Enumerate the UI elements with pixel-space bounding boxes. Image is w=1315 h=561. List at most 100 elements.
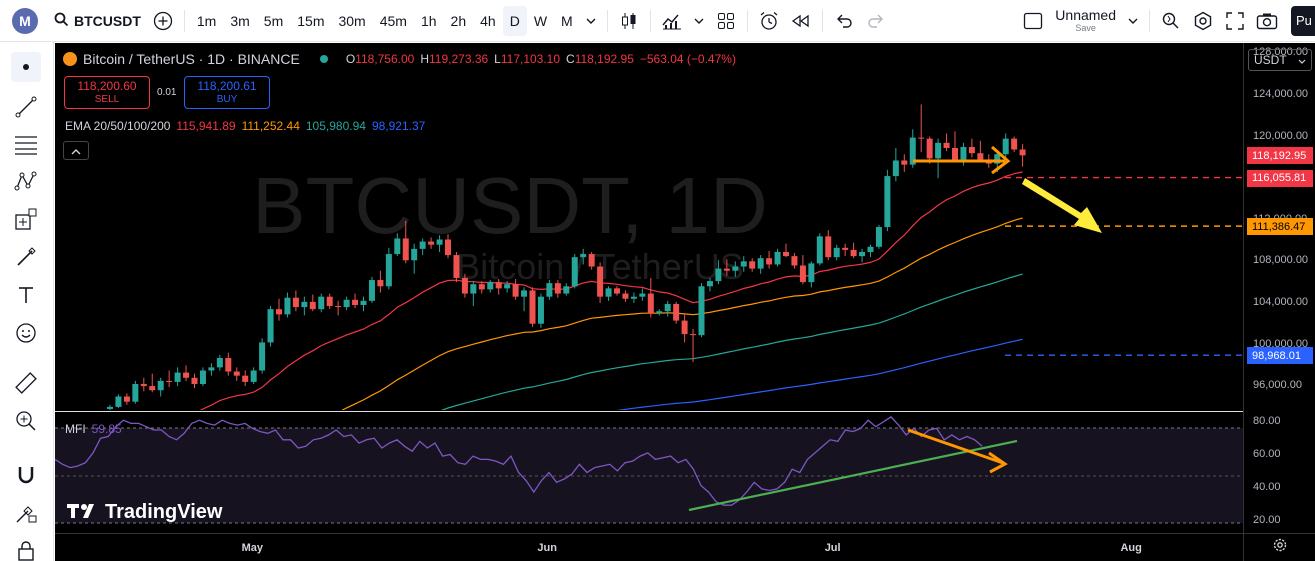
candle-body bbox=[343, 299, 350, 308]
fullscreen-icon[interactable] bbox=[1219, 0, 1251, 42]
mfi-chart[interactable] bbox=[54, 412, 1243, 533]
interval-5m[interactable]: 5m bbox=[263, 12, 284, 29]
candle-body bbox=[385, 254, 392, 287]
axis-settings-button[interactable] bbox=[1243, 533, 1315, 561]
buy-button[interactable]: 118,200.61 BUY bbox=[184, 76, 270, 109]
ruler-icon[interactable] bbox=[11, 368, 41, 398]
candle-body bbox=[614, 288, 620, 294]
templates-icon[interactable] bbox=[710, 0, 742, 42]
brush-icon[interactable] bbox=[11, 242, 41, 272]
layout-icon[interactable] bbox=[1017, 0, 1049, 42]
candle-body bbox=[360, 300, 367, 305]
redo-icon[interactable] bbox=[860, 0, 892, 42]
mfi-arrow-head[interactable] bbox=[988, 451, 1008, 474]
chevron-down-icon[interactable] bbox=[580, 0, 602, 42]
candle-body bbox=[588, 254, 595, 267]
down-arrow[interactable] bbox=[1022, 178, 1102, 233]
candle-body bbox=[875, 227, 882, 247]
publish-button[interactable]: Pu bbox=[1291, 5, 1315, 36]
currency-select[interactable]: USDT bbox=[1248, 49, 1312, 71]
interval-15m[interactable]: 15m bbox=[297, 12, 325, 29]
trendline-icon[interactable] bbox=[11, 92, 41, 122]
candle-body bbox=[140, 384, 147, 387]
candle-body bbox=[504, 284, 511, 289]
add-symbol-icon[interactable] bbox=[147, 0, 179, 42]
candle-body bbox=[233, 371, 240, 376]
candle-body bbox=[352, 299, 359, 305]
candle-body bbox=[377, 280, 384, 287]
replay-icon[interactable] bbox=[785, 0, 817, 42]
candle-body bbox=[706, 281, 713, 287]
price-axis[interactable]: 128,000.00124,000.00120,000.00116,000.00… bbox=[1243, 43, 1315, 533]
candle-body bbox=[250, 370, 257, 382]
candle-body bbox=[757, 258, 764, 269]
interval-30m[interactable]: 30m bbox=[338, 12, 366, 29]
quick-search-icon[interactable] bbox=[1155, 0, 1187, 42]
price-pane[interactable]: BTCUSDT, 1D Bitcoin / TetherUS Bitcoin /… bbox=[55, 43, 1243, 548]
time-tick-label: Aug bbox=[1120, 542, 1142, 554]
price-chart[interactable]: BTCUSDT, 1D Bitcoin / TetherUS bbox=[55, 43, 1243, 548]
settings-icon[interactable] bbox=[1187, 0, 1219, 42]
candle-body bbox=[335, 306, 342, 308]
indicators-icon[interactable] bbox=[656, 0, 688, 42]
candles-icon[interactable] bbox=[613, 0, 645, 42]
candle-body bbox=[859, 251, 866, 257]
interval-m[interactable]: M bbox=[561, 12, 573, 29]
interval-3m[interactable]: 3m bbox=[230, 12, 250, 29]
emoji-icon[interactable] bbox=[11, 318, 41, 348]
mfi-pane[interactable]: MFI 59.85 TradingView bbox=[54, 411, 1243, 533]
interval-1m[interactable]: 1m bbox=[196, 12, 217, 29]
divider bbox=[183, 9, 185, 32]
user-avatar[interactable]: M bbox=[12, 7, 38, 34]
symbol-search-button[interactable]: BTCUSDT bbox=[48, 0, 147, 42]
interval-4h[interactable]: 4h bbox=[480, 12, 496, 29]
ema50-value: 111,252.44 bbox=[241, 119, 300, 133]
chart-area[interactable]: BTCUSDT, 1D Bitcoin / TetherUS Bitcoin /… bbox=[54, 43, 1243, 548]
crosshair-icon[interactable] bbox=[11, 52, 41, 82]
mfi-trendline[interactable] bbox=[688, 439, 1018, 512]
zoom-icon[interactable] bbox=[11, 406, 41, 436]
ema200-value: 98,921.37 bbox=[371, 119, 426, 133]
candle-body bbox=[935, 142, 942, 159]
lock-drawing-icon[interactable] bbox=[11, 498, 41, 528]
candle-body bbox=[580, 254, 587, 258]
lock-icon[interactable] bbox=[11, 536, 41, 561]
price-tag: 118,192.95 bbox=[1247, 147, 1313, 165]
candle-body bbox=[715, 268, 722, 282]
resistance-arrow-head[interactable] bbox=[991, 145, 1011, 175]
time-axis[interactable]: May Jun Jul Aug bbox=[55, 533, 1243, 561]
horizontal-levels[interactable] bbox=[1005, 176, 1243, 356]
mfi-divergence-arrow[interactable] bbox=[907, 428, 1004, 465]
fib-icon[interactable] bbox=[11, 130, 41, 160]
interval-1h[interactable]: 1h bbox=[420, 12, 437, 29]
candle-body bbox=[563, 286, 570, 294]
interval-45m[interactable]: 45m bbox=[379, 12, 407, 29]
collapse-legend-button[interactable] bbox=[63, 141, 89, 160]
undo-icon[interactable] bbox=[828, 0, 860, 42]
candle-body bbox=[521, 290, 528, 297]
magnet-icon[interactable] bbox=[11, 460, 41, 490]
high-value: 119,273.36 bbox=[429, 52, 489, 66]
tv-logo-icon bbox=[67, 501, 99, 524]
layout-name-button[interactable]: Unnamed Save bbox=[1049, 0, 1122, 42]
price-tick-label: 104,000.00 bbox=[1253, 295, 1309, 308]
user-drawings[interactable] bbox=[913, 145, 1102, 233]
market-open-icon bbox=[319, 55, 328, 63]
candle-body bbox=[1019, 149, 1026, 156]
interval-w[interactable]: W bbox=[533, 12, 548, 29]
sell-button[interactable]: 118,200.60 SELL bbox=[64, 76, 150, 109]
divider bbox=[606, 9, 608, 32]
projection-icon[interactable] bbox=[11, 204, 41, 234]
candle-body bbox=[276, 309, 282, 315]
sell-price: 118,200.60 bbox=[77, 79, 137, 93]
chevron-down-icon[interactable] bbox=[1122, 0, 1144, 42]
interval-d[interactable]: D bbox=[502, 5, 527, 36]
chevron-down-icon[interactable] bbox=[688, 0, 710, 42]
text-icon[interactable] bbox=[11, 280, 41, 310]
alert-icon[interactable] bbox=[753, 0, 785, 42]
pattern-icon[interactable] bbox=[11, 166, 41, 196]
candle-body bbox=[242, 375, 249, 382]
candle-body bbox=[157, 380, 164, 391]
camera-icon[interactable] bbox=[1251, 0, 1283, 42]
interval-2h[interactable]: 2h bbox=[450, 12, 467, 29]
